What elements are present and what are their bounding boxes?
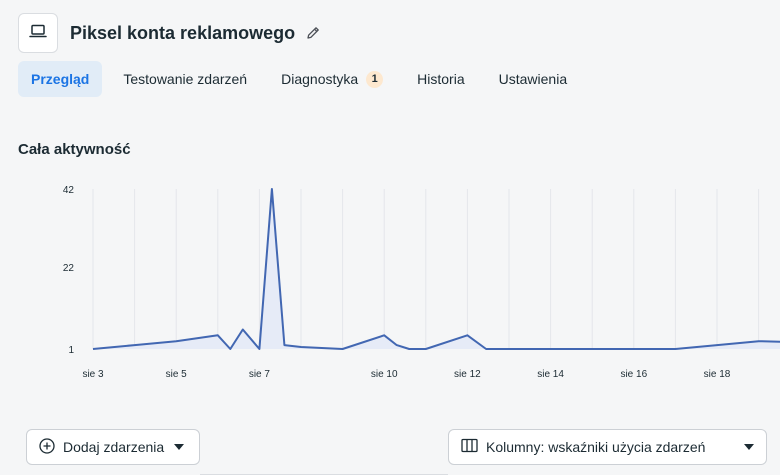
tab-label: Diagnostyka [281, 71, 359, 87]
tab-history[interactable]: Historia [404, 61, 477, 97]
activity-chart: 42 22 1 sie 3 sie 5 sie 7 sie 10 sie 12 sie 14 si… [63, 185, 780, 380]
pixel-avatar [18, 13, 58, 53]
tab-label: Ustawienia [498, 71, 568, 87]
tab-diagnostics[interactable]: Diagnostyka 1 [268, 61, 396, 97]
laptop-icon [29, 24, 47, 43]
plus-circle-icon [39, 437, 55, 457]
x-tick-label: sie 10 [371, 369, 398, 380]
x-tick-label: sie 14 [537, 369, 564, 380]
tab-label: Testowanie zdarzeń [123, 71, 248, 87]
y-tick-label: 42 [63, 185, 75, 196]
x-tick-label: sie 3 [82, 369, 104, 380]
x-tick-label: sie 5 [166, 369, 188, 380]
columns-label: Kolumny: wskaźniki użycia zdarzeń [486, 439, 706, 455]
section-title: Cała aktywność [18, 141, 131, 158]
columns-icon [461, 438, 478, 456]
x-tick-label: sie 18 [704, 369, 731, 380]
columns-dropdown[interactable]: Kolumny: wskaźniki użycia zdarzeń [448, 429, 767, 465]
tab-overview[interactable]: Przegląd [18, 61, 103, 97]
add-events-label: Dodaj zdarzenia [63, 439, 165, 455]
tab-bar: Przegląd Testowanie zdarzeń Diagnostyka … [18, 61, 588, 97]
tab-label: Przegląd [31, 71, 90, 87]
page-title: Piksel konta reklamowego [70, 22, 296, 43]
tab-test-events[interactable]: Testowanie zdarzeń [110, 61, 260, 97]
tab-settings[interactable]: Ustawienia [486, 61, 580, 97]
series-area [93, 189, 780, 349]
add-events-button[interactable]: Dodaj zdarzenia [26, 429, 200, 465]
series-line [92, 188, 780, 350]
y-tick-label: 22 [63, 263, 75, 274]
x-tick-label: sie 12 [454, 369, 481, 380]
y-tick-label: 1 [68, 345, 74, 356]
page-header: Piksel konta reklamowego [18, 13, 321, 53]
caret-down-icon [174, 444, 185, 450]
diagnostics-count-badge: 1 [366, 70, 384, 88]
caret-down-icon [744, 444, 754, 450]
pencil-icon[interactable] [305, 25, 321, 41]
tab-label: Historia [417, 71, 465, 87]
x-tick-label: sie 7 [249, 369, 271, 380]
x-tick-label: sie 16 [620, 369, 647, 380]
